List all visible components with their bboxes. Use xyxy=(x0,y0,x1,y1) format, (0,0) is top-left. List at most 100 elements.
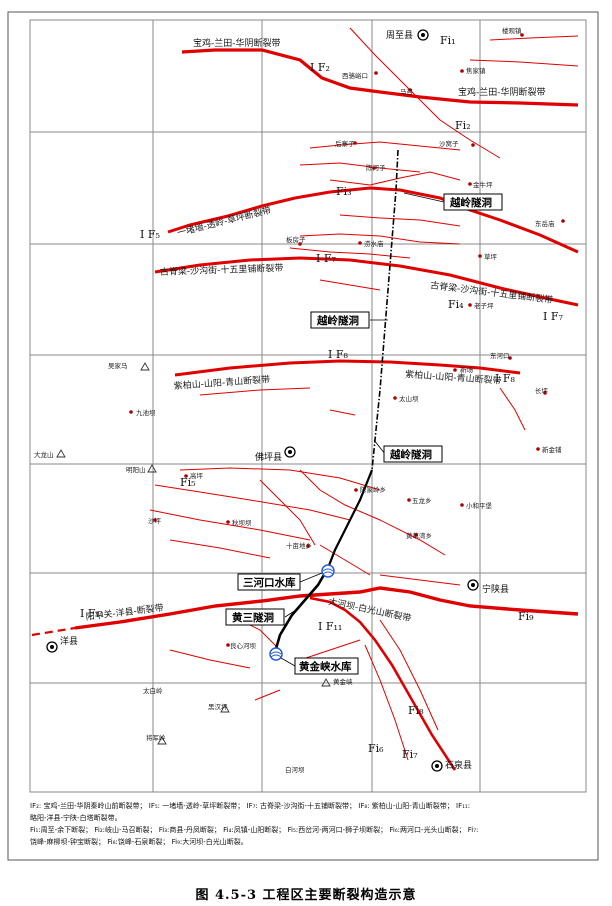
label-sanhekou: 三河口水库 xyxy=(243,576,296,589)
town-label: 沙坪 xyxy=(148,517,162,525)
label-fi6: Fi₆ xyxy=(368,742,384,755)
legend: IF₂: 宝鸡-兰田-华阴秦岭山前断裂带； IF₅: 一堵墙-透岭-草坪断裂带；… xyxy=(30,800,590,848)
label-if2: I F₂ xyxy=(310,61,330,74)
label-shiquan: 石泉县 xyxy=(445,759,472,771)
huangsan-tunnel-line xyxy=(273,567,330,653)
label-f2-west: 宝鸡-兰田-华阴断裂带 xyxy=(193,37,281,49)
label-fi5: Fi₅ xyxy=(180,476,196,489)
town-label: 东河口 xyxy=(490,351,510,360)
fault-if8 xyxy=(174,359,521,377)
label-huangjinxia: 黄金峡水库 xyxy=(299,660,352,673)
label-fi9: Fi₉ xyxy=(518,610,534,623)
town-label: 焦家镇 xyxy=(466,66,486,75)
town-label: 涝水庙 xyxy=(364,239,384,248)
town-label: 十亩地乡 xyxy=(286,541,312,550)
label-ningshan: 宁陕县 xyxy=(482,583,509,595)
figure-caption: 图 4.5-3 工程区主要断裂构造示意 xyxy=(195,888,417,903)
town-label: 黄草湾乡 xyxy=(406,531,432,540)
legend-line-4: 饶峰-麻柳坝-钟宝断裂； Fi₈:饶峰-石泉断裂； Fi₉:大河坝-白光山断裂。 xyxy=(30,838,248,846)
town-label: 白河坝 xyxy=(285,765,305,774)
label-f8-west: 紫柏山-山阳-青山断裂带 xyxy=(173,373,270,392)
label-huangsan-tunnel: 黄三隧洞 xyxy=(232,611,274,624)
town-label: 楼观镇 xyxy=(502,26,522,35)
label-if11-west: I F₁₁ xyxy=(80,607,104,620)
town-label: 小和平堡 xyxy=(466,501,493,510)
town-label: 长坪 xyxy=(535,386,549,395)
town-label: 陈家岭乡 xyxy=(360,485,386,494)
map-border xyxy=(29,19,587,793)
town-label: 明阳山 xyxy=(126,465,146,474)
legend-line-2: 略阳-洋县-宁陕-白塔断裂带。 xyxy=(30,814,122,822)
town-label: 将军岭 xyxy=(146,733,166,742)
fault-if5 xyxy=(167,186,579,254)
town-label: 大龙山 xyxy=(34,450,54,459)
town-label: 后寨子 xyxy=(335,139,355,148)
town-label: 太白岭 xyxy=(143,686,163,695)
label-fi1: Fi₁ xyxy=(440,34,456,47)
regional-faults xyxy=(31,48,579,771)
label-fi2: Fi₂ xyxy=(455,119,471,132)
label-if5: I F₅ xyxy=(140,228,160,241)
secondary-faults xyxy=(149,27,579,761)
grid-lines xyxy=(30,20,586,792)
label-fi8: Fi₈ xyxy=(408,704,424,717)
label-f2-east: 宝鸡-兰田-华阴断裂带 xyxy=(458,86,546,98)
town-label: 黑汉坪 xyxy=(208,703,228,711)
town-label: 太山坝 xyxy=(399,394,419,403)
town-label: 陈河子 xyxy=(366,163,386,172)
label-yueling-tunnel-2: 越岭隧洞 xyxy=(316,314,359,327)
engineering-labels: 越岭隧洞 越岭隧洞 越岭隧洞 三河口水库 黄三隧洞 黄金峡水库 xyxy=(225,192,503,675)
town-label: 金牛坪 xyxy=(473,180,493,189)
sanhekou-reservoir-icon xyxy=(321,564,335,578)
town-label: 东岳庙 xyxy=(535,219,555,228)
label-f8-east: 紫柏山-山阳-青山断裂带 xyxy=(405,368,502,387)
huangjinxia-reservoir-icon xyxy=(269,647,283,661)
town-label: 草坪 xyxy=(484,252,498,261)
label-fi3: Fi₃ xyxy=(336,185,352,198)
reservoirs xyxy=(269,564,335,661)
county-markers xyxy=(46,29,479,772)
fault-if11-dashed xyxy=(31,626,76,637)
town-label: 马召 xyxy=(400,88,413,96)
town-label: 沙窝子 xyxy=(439,139,459,148)
town-labels: 楼观镇 西骆峪口 焦家镇 马召 后寨子 沙窝子 陈河子 金牛坪 东岳庙 板房子 … xyxy=(34,26,562,774)
town-label: 高坪 xyxy=(190,471,204,480)
town-label: 秋坝坝 xyxy=(232,518,252,527)
town-label: 板房子 xyxy=(286,235,306,244)
label-if11-mid: I F₁₁ xyxy=(318,620,342,633)
town-label: 良心河坝 xyxy=(230,641,257,650)
label-if7-mid: I F₇ xyxy=(316,252,336,265)
county-labels: 周至县 佛坪县 宁陕县 洋县 石泉县 xyxy=(60,30,509,771)
fault-if2 xyxy=(181,48,579,107)
town-dots xyxy=(129,33,565,647)
label-zhouzhi: 周至县 xyxy=(386,30,413,41)
town-label: 五龙乡 xyxy=(412,496,432,505)
label-foping: 佛坪县 xyxy=(255,451,282,463)
town-label: 西骆峪口 xyxy=(342,71,368,80)
label-fi4: Fi₄ xyxy=(448,298,464,311)
label-if8-mid: I F₈ xyxy=(328,348,348,361)
town-label: 九池坝 xyxy=(136,408,156,417)
town-label: 新场 xyxy=(460,365,474,374)
town-label: 新金铺 xyxy=(542,445,562,454)
label-yangxian: 洋县 xyxy=(60,635,78,647)
label-if7-east: I F₇ xyxy=(543,310,563,323)
fault-f9 xyxy=(309,596,457,771)
label-f5: 一堵墙-透岭-草坪断裂带 xyxy=(176,204,273,239)
legend-line-3: Fi₁:周至-余下断裂； Fi₂:岐山-马召断裂； Fi₃:商县-丹凤断裂； F… xyxy=(30,826,479,834)
map-frame xyxy=(7,11,599,861)
town-label: 老子坪 xyxy=(474,301,494,310)
label-yueling-tunnel-1: 越岭隧洞 xyxy=(449,196,492,209)
fault-if11 xyxy=(74,586,579,630)
mountain-icons xyxy=(56,362,331,745)
fault-if7 xyxy=(154,256,579,307)
yueling-tunnel-south xyxy=(326,469,374,569)
legend-line-1: IF₂: 宝鸡-兰田-华阴秦岭山前断裂带； IF₅: 一堵墙-透岭-草坪断裂带；… xyxy=(30,802,471,810)
label-fi7: Fi₇ xyxy=(402,748,418,761)
label-if8-east: I F₈ xyxy=(495,372,515,385)
town-label: 黄金峡 xyxy=(333,677,353,686)
label-yueling-tunnel-3: 越岭隧洞 xyxy=(389,448,432,461)
town-label: 吴家马 xyxy=(108,361,128,370)
yueling-tunnel-line xyxy=(371,149,399,471)
